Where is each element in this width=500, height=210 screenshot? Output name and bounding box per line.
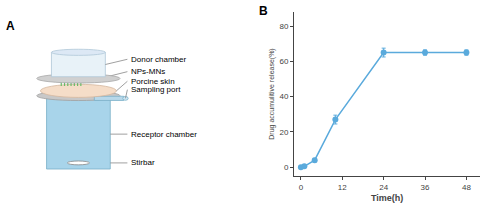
svg-text:0: 0 <box>284 163 289 172</box>
svg-text:Sampling port: Sampling port <box>131 85 181 94</box>
svg-text:Stirbar: Stirbar <box>131 158 155 167</box>
svg-text:36: 36 <box>421 183 430 192</box>
svg-text:Donor chamber: Donor chamber <box>131 55 186 64</box>
svg-text:Time(h): Time(h) <box>371 193 403 203</box>
svg-text:Receptor chamber: Receptor chamber <box>131 130 197 139</box>
svg-text:0: 0 <box>299 183 304 192</box>
svg-text:80: 80 <box>279 22 288 31</box>
svg-text:24: 24 <box>379 183 388 192</box>
svg-text:NPs-MNs: NPs-MNs <box>131 67 165 76</box>
svg-text:Porcine skin: Porcine skin <box>131 77 175 86</box>
svg-text:12: 12 <box>338 183 347 192</box>
svg-text:60: 60 <box>279 57 288 66</box>
svg-text:48: 48 <box>462 183 471 192</box>
svg-text:40: 40 <box>279 92 288 101</box>
svg-text:A: A <box>6 19 15 33</box>
svg-text:20: 20 <box>279 128 288 137</box>
svg-text:Drug accumulitive release(%): Drug accumulitive release(%) <box>268 48 276 139</box>
svg-text:B: B <box>259 4 268 18</box>
